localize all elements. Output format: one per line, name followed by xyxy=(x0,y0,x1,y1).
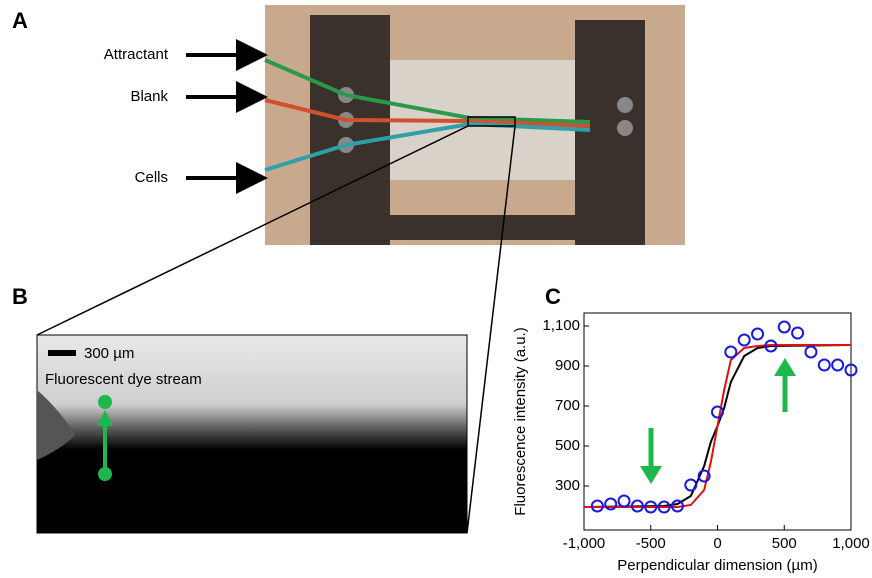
data-point xyxy=(670,499,684,513)
stream-dot xyxy=(98,467,112,481)
y-tick-label: 700 xyxy=(555,397,580,414)
data-point xyxy=(684,478,698,492)
inlet-label: Cells xyxy=(135,169,168,186)
y-tick-label: 1,100 xyxy=(542,317,580,334)
scale-label: 300 µm xyxy=(84,345,134,362)
data-point xyxy=(817,358,831,372)
data-point xyxy=(711,405,724,419)
panel-label: A xyxy=(12,8,28,33)
x-tick-label: 500 xyxy=(772,535,797,552)
stream-dot xyxy=(98,395,112,409)
data-point xyxy=(604,497,618,511)
data-point xyxy=(751,327,765,341)
y-tick-label: 300 xyxy=(555,477,580,494)
scale-bar xyxy=(48,350,76,356)
data-point xyxy=(724,345,738,359)
device-photo xyxy=(264,5,685,245)
data-point xyxy=(657,500,671,514)
x-tick-label: -500 xyxy=(636,535,666,552)
x-tick-label: 0 xyxy=(713,535,721,552)
data-point xyxy=(764,339,778,353)
zoom-line xyxy=(36,125,469,336)
zoom-line xyxy=(466,125,516,534)
x-tick-label: -1,000 xyxy=(563,535,606,552)
data-point xyxy=(644,500,658,514)
inlet-label: Attractant xyxy=(104,46,169,63)
data-point xyxy=(831,358,845,372)
data-point xyxy=(697,469,711,483)
y-tick-label: 500 xyxy=(555,437,580,454)
panel-label: C xyxy=(545,284,561,309)
annotation-arrow xyxy=(640,466,662,484)
fluorescence-image xyxy=(36,334,468,534)
x-axis-label: Perpendicular dimension (µm) xyxy=(617,557,817,574)
data-point xyxy=(590,499,604,513)
data-point xyxy=(737,333,751,347)
annotation-arrow xyxy=(774,358,796,376)
y-axis-label: Fluorescence intensity (a.u.) xyxy=(512,327,529,515)
x-tick-label: 1,000 xyxy=(832,535,870,552)
channel-wall xyxy=(37,390,75,460)
panel-label: B xyxy=(12,284,28,309)
y-tick-label: 900 xyxy=(555,357,580,374)
stream-label: Fluorescent dye stream xyxy=(45,371,202,388)
data-point xyxy=(804,345,818,359)
inlet-label: Blank xyxy=(130,88,168,105)
data-point xyxy=(791,326,805,340)
data-point xyxy=(777,320,791,334)
fit-line xyxy=(584,344,851,508)
chart: -1,000 -500 0 500 1,000 300 500 700 900 1,100 Perp… xyxy=(512,312,870,574)
data-point xyxy=(630,499,644,513)
data-point xyxy=(617,494,631,508)
data-point xyxy=(844,363,858,377)
